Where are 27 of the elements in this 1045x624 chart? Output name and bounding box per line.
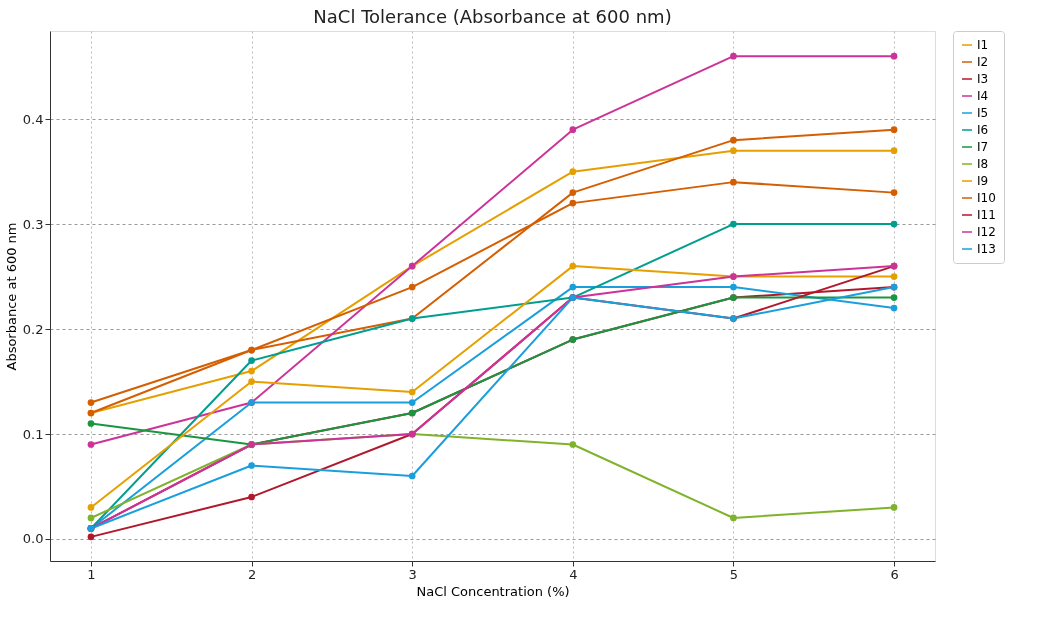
legend-label: I2: [977, 55, 989, 69]
x-tick-label: 3: [408, 566, 417, 582]
x-tick-label: 6: [890, 566, 899, 582]
legend-label: I1: [977, 38, 989, 52]
x-tick-label: 5: [729, 566, 739, 582]
legend-label: I7: [977, 140, 989, 154]
y-tick-label: 0.2: [22, 321, 44, 337]
legend-label: I8: [977, 157, 989, 171]
x-tick-label: 4: [569, 566, 578, 582]
legend-label: I5: [977, 106, 989, 120]
legend-label: I3: [977, 72, 989, 86]
y-tick-label: 0.4: [22, 111, 44, 127]
legend-label: I13: [977, 242, 996, 256]
x-axis-title: NaCl Concentration (%): [416, 583, 570, 599]
x-tick-label: 2: [247, 566, 257, 582]
chart-title: NaCl Tolerance (Absorbance at 600 nm): [313, 5, 672, 27]
y-tick-label: 0.1: [22, 426, 44, 442]
legend-label: I4: [977, 89, 989, 103]
legend-label: I6: [977, 123, 989, 137]
legend-label: I12: [977, 225, 996, 239]
y-tick-label: 0.3: [22, 216, 44, 232]
legend-label: I9: [977, 174, 989, 188]
legend-label: I10: [977, 191, 996, 205]
x-tick-label: 1: [87, 566, 96, 582]
y-axis-title: Absorbance at 600 nm: [3, 222, 19, 371]
y-tick-label: 0.0: [22, 531, 44, 547]
legend-label: I11: [977, 208, 996, 222]
